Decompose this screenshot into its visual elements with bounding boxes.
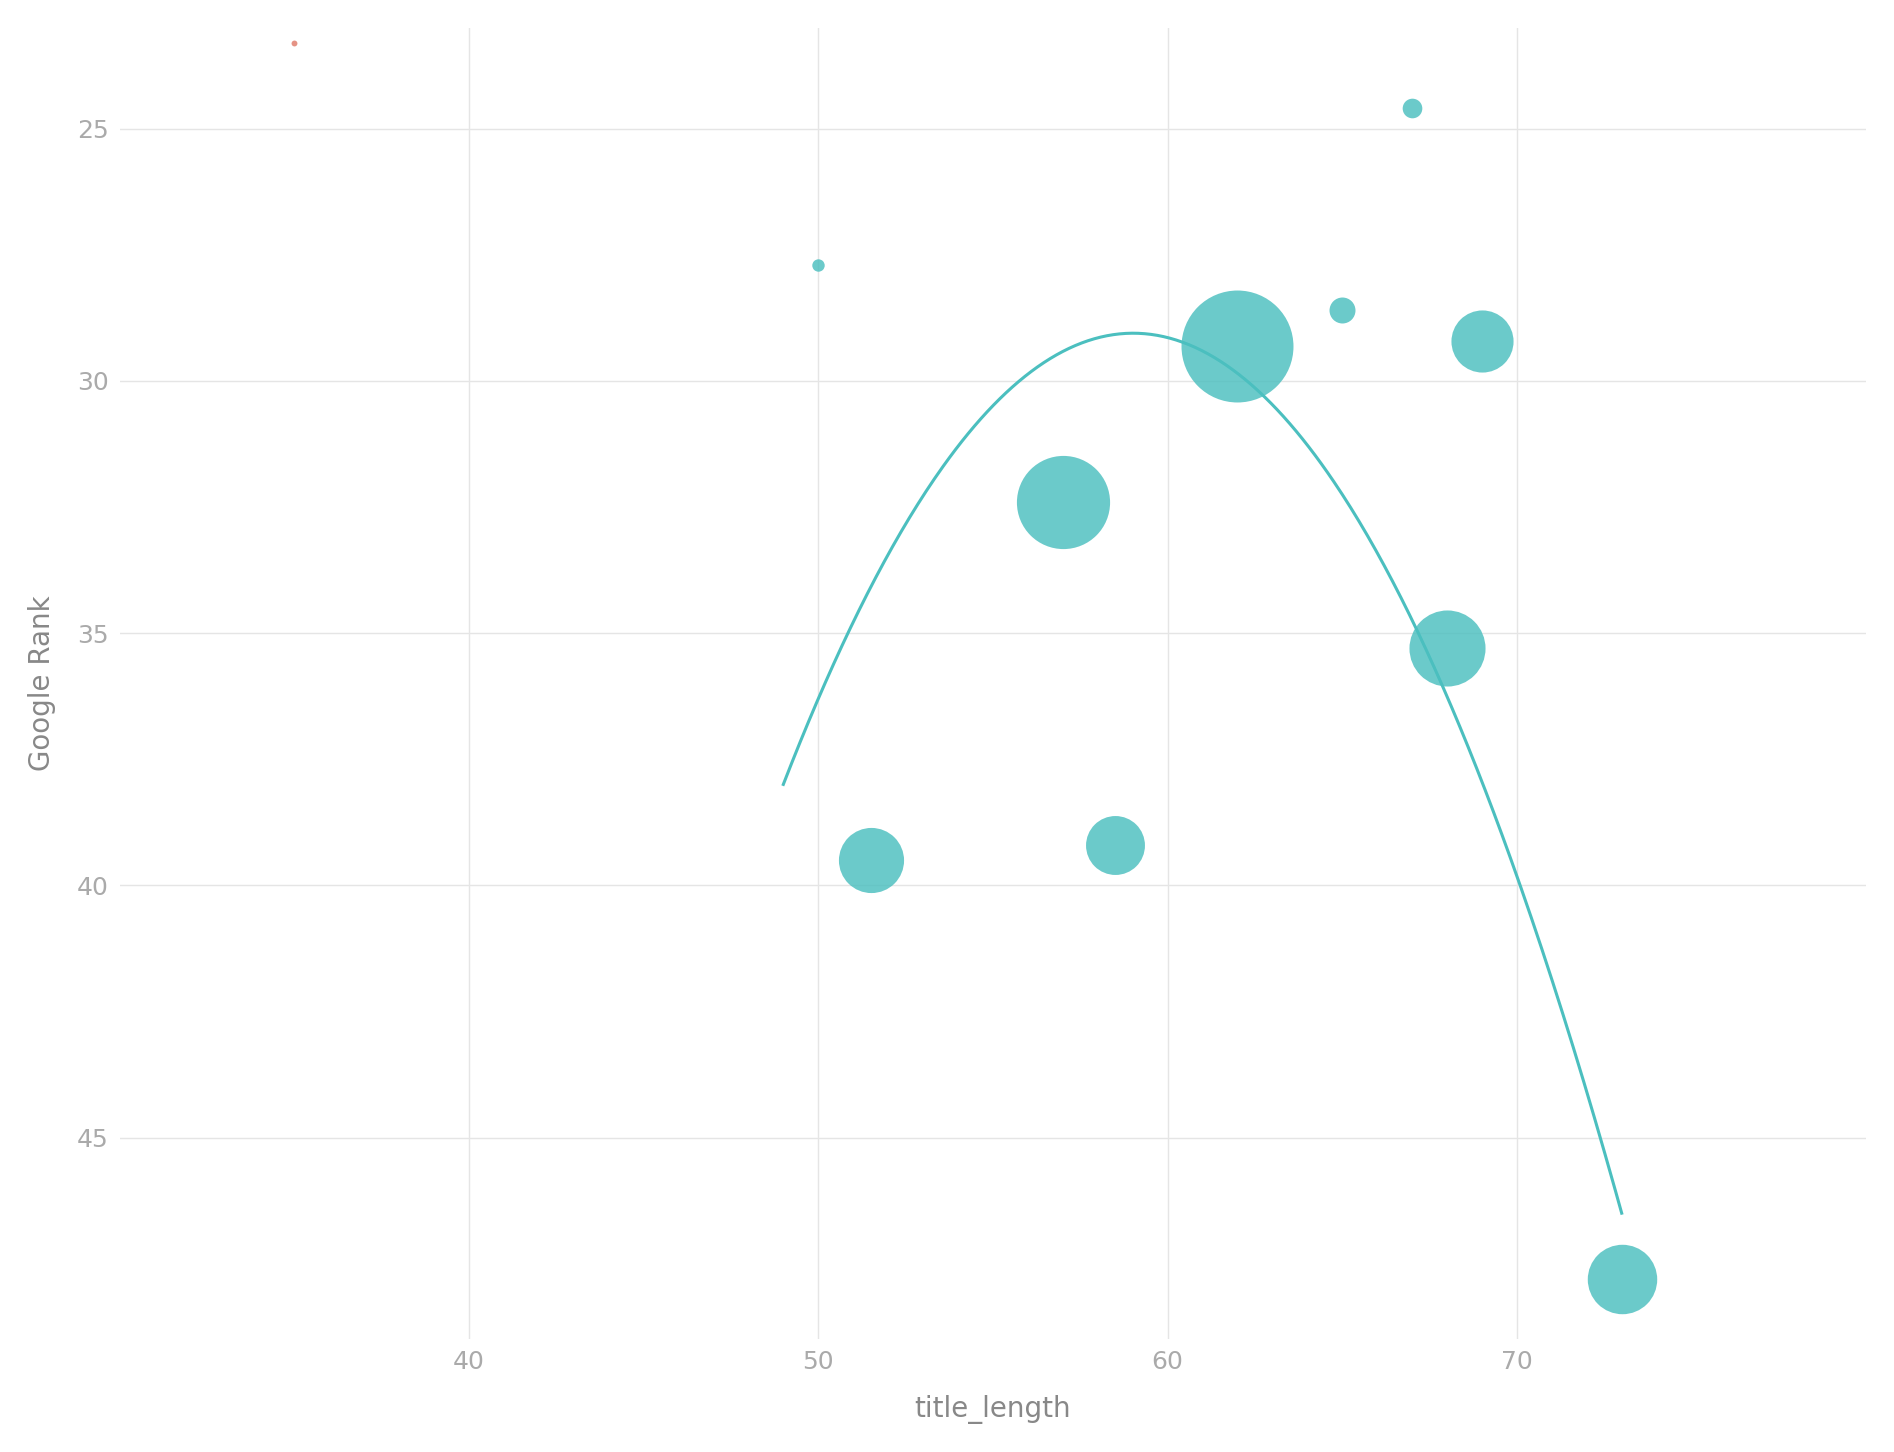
Point bbox=[1432, 636, 1462, 659]
Point bbox=[1398, 97, 1428, 121]
Point bbox=[1100, 833, 1131, 857]
Point bbox=[278, 32, 309, 55]
Point bbox=[856, 848, 886, 871]
Point bbox=[1222, 334, 1252, 357]
Point bbox=[803, 253, 833, 276]
Point bbox=[1466, 330, 1496, 353]
Point bbox=[1606, 1268, 1636, 1291]
Point bbox=[1047, 491, 1078, 514]
Y-axis label: Google Rank: Google Rank bbox=[28, 595, 55, 771]
X-axis label: title_length: title_length bbox=[915, 1395, 1072, 1424]
Point bbox=[1328, 299, 1358, 322]
